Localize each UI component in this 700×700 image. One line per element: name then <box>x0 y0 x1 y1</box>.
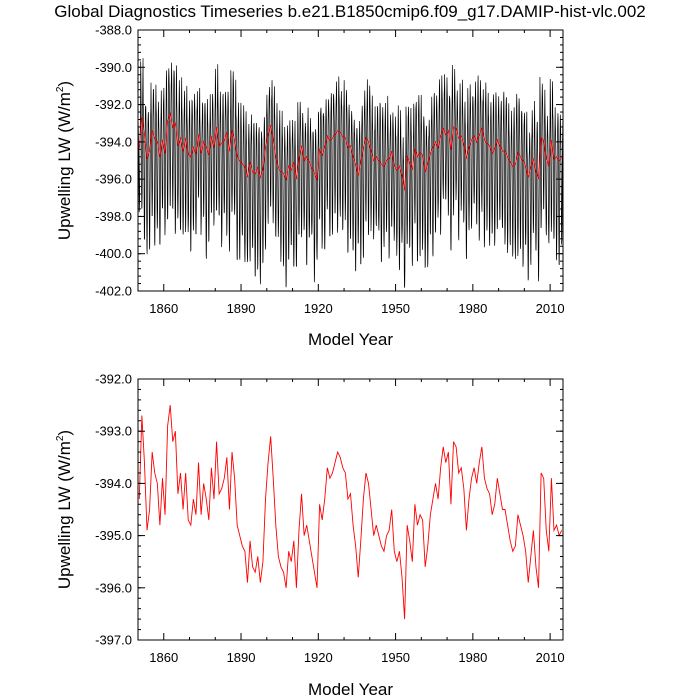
chart-title: Global Diagnostics Timeseries b.e21.B185… <box>54 2 646 21</box>
bottom-y-tick-label: -397.0 <box>95 633 132 648</box>
top-yaxis-title-main: Upwelling LW (W/m <box>55 92 74 240</box>
top-y-tick-label: -390.0 <box>95 60 132 75</box>
top-y-tick-label: -388.0 <box>95 23 132 38</box>
top-yaxis-title-sup: 2 <box>55 86 66 92</box>
top-x-tick-label: 1890 <box>227 301 256 316</box>
bottom-annual-series-line <box>138 405 563 620</box>
bottom-y-tick-label: -394.0 <box>95 476 132 491</box>
bottom-yaxis-title-main: Upwelling LW (W/m <box>55 441 74 589</box>
top-xaxis-title: Model Year <box>308 330 393 349</box>
bottom-x-tick-label: 1980 <box>458 650 487 665</box>
top-series-group <box>137 58 564 288</box>
top-x-tick-label: 2010 <box>536 301 565 316</box>
bottom-x-tick-label: 1950 <box>381 650 410 665</box>
top-x-tick-label: 1920 <box>304 301 333 316</box>
top-y-tick-label: -398.0 <box>95 209 132 224</box>
bottom-yaxis-title-sup: 2 <box>55 435 66 441</box>
bottom-x-tick-label: 1860 <box>149 650 178 665</box>
top-x-tick-label: 1950 <box>381 301 410 316</box>
top-yaxis-title: Upwelling LW (W/m2) <box>55 81 74 240</box>
bottom-y-tick-label: -396.0 <box>95 580 132 595</box>
top-x-tick-label: 1860 <box>149 301 178 316</box>
bottom-y-tick-label: -393.0 <box>95 424 132 439</box>
bottom-y-tick-label: -392.0 <box>95 372 132 387</box>
top-y-tick-label: -392.0 <box>95 97 132 112</box>
top-yaxis-title-close: ) <box>55 81 74 87</box>
top-y-tick-label: -394.0 <box>95 134 132 149</box>
bottom-yaxis-title: Upwelling LW (W/m2) <box>55 430 74 589</box>
bottom-y-tick-label: -395.0 <box>95 528 132 543</box>
top-monthly-series-line <box>137 58 564 288</box>
top-ticks-group: 1860 1890 1920 1950 1980 2010 -388.0 -390.0 -392… <box>95 23 564 317</box>
bottom-xaxis-title: Model Year <box>308 680 393 699</box>
bottom-ticks-group: 1860 1890 1920 1950 1980 2010 -392.0 -393.0 -394… <box>95 372 564 666</box>
bottom-yaxis-title-close: ) <box>55 430 74 436</box>
bottom-plot-frame <box>137 378 564 641</box>
bottom-x-tick-label: 1890 <box>227 650 256 665</box>
top-y-tick-label: -400.0 <box>95 246 132 261</box>
top-y-tick-label: -396.0 <box>95 172 132 187</box>
bottom-panel: 1860 1890 1920 1950 1980 2010 -392.0 -393.0 -394… <box>55 372 565 700</box>
top-annual-series-line <box>138 112 562 191</box>
bottom-x-tick-label: 2010 <box>536 650 565 665</box>
bottom-series-group <box>138 405 563 620</box>
top-plot-frame <box>137 29 564 292</box>
bottom-x-tick-label: 1920 <box>304 650 333 665</box>
top-panel: 1860 1890 1920 1950 1980 2010 -388.0 -390.0 -392… <box>55 23 565 350</box>
top-x-tick-label: 1980 <box>458 301 487 316</box>
top-y-tick-label: -402.0 <box>95 284 132 299</box>
